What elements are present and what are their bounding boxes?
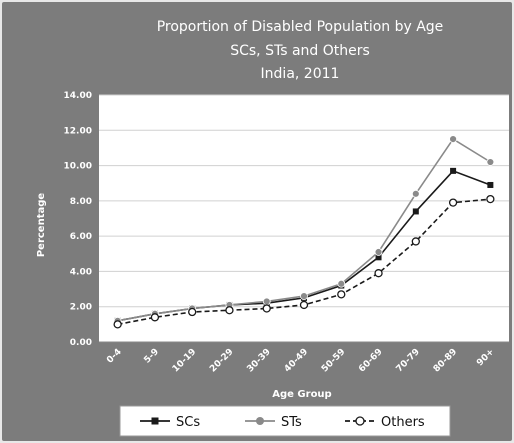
data-point-others <box>411 237 420 246</box>
y-axis-label: Percentage <box>36 193 47 258</box>
data-point-scs <box>412 208 419 215</box>
y-tick-label: 14.00 <box>64 91 92 101</box>
data-point-others <box>262 304 271 313</box>
legend-label-sts: STs <box>281 415 302 430</box>
chart-title-line-2: SCs, STs and Others <box>230 43 370 59</box>
data-point-others <box>337 290 346 299</box>
data-point-others <box>299 300 309 310</box>
data-point-others <box>113 320 122 329</box>
y-tick-label: 0.00 <box>70 338 92 348</box>
data-point-sts <box>262 297 271 306</box>
data-point-others <box>150 313 160 322</box>
legend-marker-scs <box>151 417 159 425</box>
data-point-scs <box>450 167 457 174</box>
data-point-others <box>225 306 234 315</box>
legend-marker-sts <box>256 417 264 425</box>
data-point-sts <box>337 279 346 288</box>
data-point-sts <box>449 135 457 144</box>
data-point-sts <box>486 158 495 166</box>
data-point-others <box>448 198 458 207</box>
legend-label-others: Others <box>381 415 425 430</box>
data-point-scs <box>375 254 382 261</box>
x-axis-label: Age Group <box>272 389 331 400</box>
y-tick-label: 10.00 <box>64 162 92 172</box>
y-tick-label: 4.00 <box>70 267 92 277</box>
data-point-sts <box>374 248 383 256</box>
legend-marker-others <box>355 416 365 426</box>
data-point-others <box>188 307 197 317</box>
legend-box <box>119 405 451 437</box>
y-tick-label: 2.00 <box>70 303 92 313</box>
y-tick-label: 12.00 <box>64 126 92 136</box>
chart-title-line-1: Proportion of Disabled Population by Age <box>157 19 444 35</box>
y-tick-label: 8.00 <box>70 197 92 207</box>
legend-label-scs: SCs <box>176 415 200 430</box>
y-tick-label: 6.00 <box>70 232 92 242</box>
data-point-others <box>486 194 495 204</box>
chart-title-line-3: India, 2011 <box>261 66 340 82</box>
data-point-scs <box>487 181 494 188</box>
data-point-others <box>374 269 383 278</box>
data-point-sts <box>411 189 420 198</box>
data-point-sts <box>300 292 308 301</box>
